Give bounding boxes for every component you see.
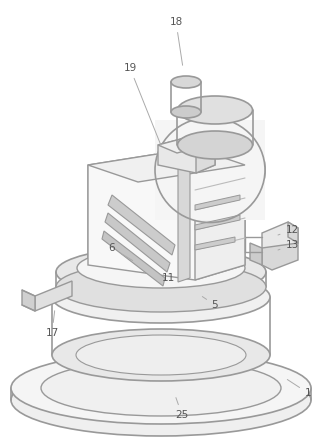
Ellipse shape bbox=[41, 360, 281, 416]
Polygon shape bbox=[158, 135, 215, 173]
Polygon shape bbox=[262, 222, 298, 254]
Ellipse shape bbox=[77, 248, 245, 288]
Polygon shape bbox=[22, 290, 35, 311]
Text: 11: 11 bbox=[162, 270, 175, 283]
Ellipse shape bbox=[178, 96, 253, 124]
Polygon shape bbox=[195, 148, 245, 280]
Polygon shape bbox=[196, 135, 215, 173]
Polygon shape bbox=[88, 148, 245, 182]
Text: 13: 13 bbox=[278, 240, 299, 250]
Polygon shape bbox=[105, 213, 170, 272]
Text: 25: 25 bbox=[175, 398, 189, 420]
Polygon shape bbox=[262, 243, 298, 270]
Polygon shape bbox=[195, 195, 240, 210]
Polygon shape bbox=[108, 195, 175, 255]
Polygon shape bbox=[195, 215, 240, 230]
Ellipse shape bbox=[11, 352, 311, 424]
Text: 12: 12 bbox=[278, 225, 299, 235]
Ellipse shape bbox=[56, 247, 266, 297]
Text: 1: 1 bbox=[287, 380, 311, 398]
Polygon shape bbox=[178, 145, 190, 282]
Text: 5: 5 bbox=[202, 296, 218, 310]
Ellipse shape bbox=[171, 106, 201, 118]
Polygon shape bbox=[250, 243, 262, 265]
Ellipse shape bbox=[171, 76, 201, 88]
Ellipse shape bbox=[76, 335, 246, 375]
Polygon shape bbox=[88, 148, 245, 280]
Ellipse shape bbox=[52, 329, 270, 381]
Polygon shape bbox=[35, 281, 72, 311]
Ellipse shape bbox=[11, 364, 311, 436]
Polygon shape bbox=[88, 165, 110, 275]
Ellipse shape bbox=[56, 262, 266, 312]
Polygon shape bbox=[288, 222, 298, 243]
Text: 18: 18 bbox=[169, 17, 182, 65]
Text: 17: 17 bbox=[45, 311, 59, 338]
Polygon shape bbox=[102, 231, 165, 286]
Polygon shape bbox=[155, 120, 265, 220]
Text: 19: 19 bbox=[123, 63, 161, 145]
Polygon shape bbox=[158, 135, 215, 153]
Text: 6: 6 bbox=[109, 243, 133, 260]
Ellipse shape bbox=[52, 271, 270, 323]
Ellipse shape bbox=[178, 131, 253, 159]
Polygon shape bbox=[195, 237, 235, 250]
Ellipse shape bbox=[155, 117, 265, 222]
